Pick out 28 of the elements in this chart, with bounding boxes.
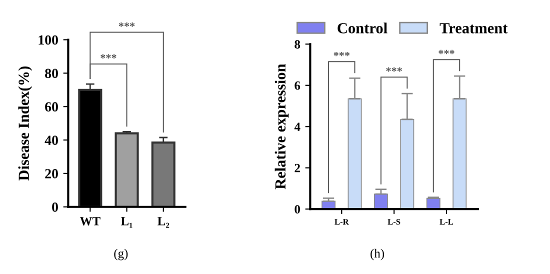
y-tick-label: 8 bbox=[294, 40, 300, 49]
y-tick-label: 0 bbox=[52, 202, 58, 212]
legend-label: Control bbox=[338, 22, 388, 34]
x-tick-label: WT bbox=[80, 217, 100, 226]
annotation: *** bbox=[334, 52, 350, 56]
y-tick-label: 20 bbox=[45, 169, 58, 178]
x-tick-label: L-S bbox=[388, 219, 400, 225]
y-axis-title: Relative expression bbox=[274, 64, 289, 190]
legend-label: Treatment bbox=[440, 23, 508, 34]
x-tick-label: L₁ bbox=[120, 217, 132, 228]
x-tick-label: L₂ bbox=[158, 217, 170, 228]
x-tick-label: L-L bbox=[440, 219, 454, 225]
y-tick-label: 80 bbox=[45, 68, 58, 78]
y-tick-label: 60 bbox=[45, 102, 58, 112]
y-tick-label: 0 bbox=[294, 205, 300, 214]
annotation: *** bbox=[100, 54, 116, 58]
annotation: *** bbox=[438, 50, 454, 54]
y-tick-label: 40 bbox=[44, 136, 58, 145]
x-tick-label: L-R bbox=[334, 219, 349, 225]
y-axis-title: Disease Index(%) bbox=[18, 66, 32, 181]
text: *** bbox=[118, 22, 135, 27]
text: (h) bbox=[370, 248, 384, 260]
text: (g) bbox=[114, 248, 128, 260]
y-tick-label: 100 bbox=[38, 35, 58, 45]
annotation: *** bbox=[386, 67, 402, 72]
y-tick-label: 2 bbox=[294, 164, 300, 172]
y-tick-label: 6 bbox=[294, 81, 300, 90]
y-tick-label: 4 bbox=[294, 122, 300, 131]
